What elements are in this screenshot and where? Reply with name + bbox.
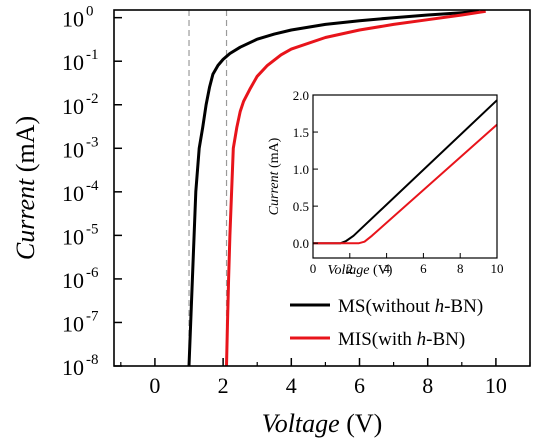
legend-label-ms: MS(without h-BN) [338,296,483,317]
series-line-mis [225,9,486,367]
y-tick-label: 10 [62,311,84,336]
inset-y-tick-label: 2.0 [293,88,309,103]
y-tick-exponent: -8 [86,352,99,368]
y-tick-label: 10 [62,137,84,162]
main-series-lines [187,9,486,367]
main-x-axis-title: Voltage (V) [262,409,383,438]
inset-x-axis-title-name: Voltage [328,263,370,278]
inset-x-ticks: 0 2 4 6 8 10 [310,253,504,276]
x-tick-label: 6 [354,373,365,398]
x-tick-label: 10 [485,373,507,398]
inset-background [313,95,497,258]
legend-label-mis-part2: -BN) [426,329,465,350]
y-tick-exponent: 0 [86,4,94,20]
inset-x-tick-label: 2 [347,261,354,276]
inset-x-axis-title: Voltage (V) [328,263,393,278]
legend-label-mis: MIS(with h-BN) [338,329,465,350]
main-y-axis-title: Current (mA) [11,116,40,260]
y-tick-exponent: -6 [86,265,99,281]
main-x-ticks: 0 2 4 6 8 10 [120,358,531,398]
x-tick-label: 2 [218,373,229,398]
legend-label-ms-italic: h [435,296,445,317]
main-plot-frame [113,9,531,367]
inset-x-axis-title-unit: (V) [370,263,393,278]
legend: MS(without h-BN) MIS(with h-BN) [290,296,483,350]
legend-label-ms-part1: MS(without [338,296,435,317]
y-tick-exponent: -4 [86,178,99,194]
inset-y-tick-label: 1.0 [293,162,309,177]
inset-x-tick-label: 10 [491,261,504,276]
y-tick-exponent: -7 [86,308,99,324]
y-tick-label: 10 [62,181,84,206]
inset-y-tick-label: 0.0 [293,236,309,251]
legend-label-mis-italic: h [417,329,427,350]
inset-y-ticks: 0.0 0.5 1.0 1.5 2.0 [293,88,318,251]
main-y-axis-title-unit: (mA) [11,116,40,179]
legend-label-mis-part1: MIS(with [338,329,417,350]
inset-x-tick-label: 8 [457,261,464,276]
inset-series-lines [313,99,498,245]
x-tick-label: 4 [286,373,297,398]
inset-y-tick-label: 0.5 [293,199,309,214]
inset-x-tick-label: 0 [310,261,317,276]
y-tick-exponent: -5 [86,221,99,237]
inset-y-axis-title: Current (mA) [267,137,282,215]
inset-y-axis-title-unit: (mA) [267,137,282,171]
inset-x-tick-label: 6 [420,261,427,276]
x-tick-label: 0 [149,373,160,398]
y-tick-exponent: -2 [86,91,99,107]
main-x-axis-title-unit: (V) [340,409,383,438]
inset-plot: 0 2 4 6 8 10 0.0 0.5 1.0 1.5 2.0 Voltage (V) Curr… [267,88,504,278]
main-plot: 0 2 4 6 8 10 10-810-710-610-510-410-310-210-1… [11,4,531,438]
y-tick-label: 10 [62,268,84,293]
inset-plot-frame [312,94,498,259]
y-tick-label: 10 [62,50,84,75]
inset-series-line-mis [313,123,498,245]
legend-label-ms-part2: -BN) [444,296,483,317]
x-tick-label: 8 [422,373,433,398]
y-tick-label: 10 [62,94,84,119]
main-y-axis-title-name: Current [11,178,40,260]
y-tick-label: 10 [62,224,84,249]
inset-y-tick-label: 1.5 [293,125,309,140]
main-x-axis-title-name: Voltage [262,409,340,438]
inset-y-axis-title-name: Current [267,170,282,215]
y-tick-exponent: -1 [86,47,99,63]
y-tick-exponent: -3 [86,134,99,150]
series-line-ms [187,9,480,367]
y-tick-label: 10 [62,355,84,380]
y-tick-label: 10 [62,7,84,32]
inset-x-tick-label: 4 [383,261,390,276]
